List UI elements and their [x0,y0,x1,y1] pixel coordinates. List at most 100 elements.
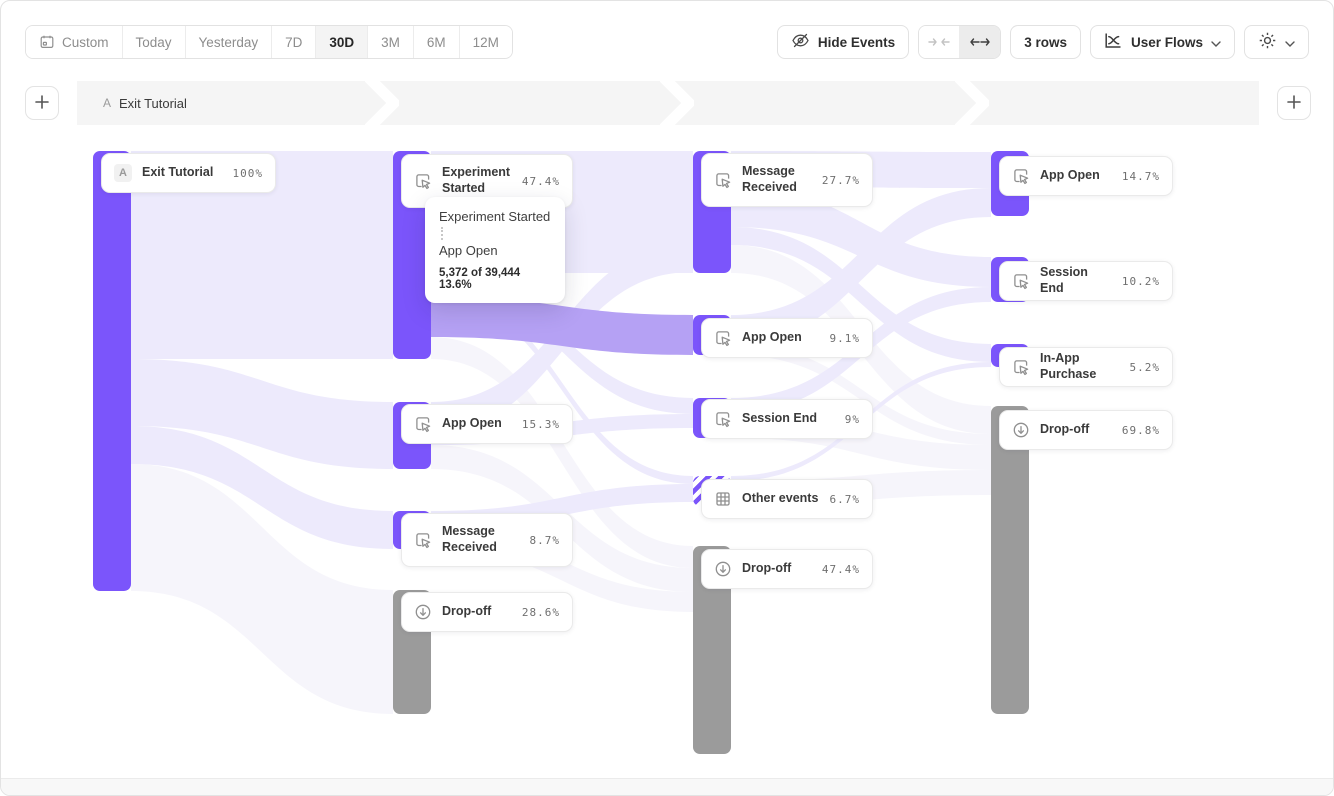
flow-tooltip: Experiment Started App Open 5,372 of 39,… [425,197,565,303]
date-range-yesterday[interactable]: Yesterday [185,26,273,58]
date-range-label: 12M [472,34,499,50]
node-percentage: 69.8% [1121,423,1160,437]
step-4-in-app-purchase-card[interactable]: In-App Purchase 5.2% [999,347,1173,387]
ribbon-experiment-started-to-other-events[interactable] [431,289,693,484]
step-4-session-end-card[interactable]: Session End 10.2% [999,261,1173,301]
node-label: Session End [742,411,818,426]
node-percentage: 47.4% [521,174,560,188]
add-step-right-button[interactable] [1277,86,1311,120]
date-range-label: Custom [62,34,109,50]
drop-off-icon [414,603,432,621]
cursor-click-icon [714,171,732,189]
gear-icon [1258,31,1277,53]
step-3-message-received-card[interactable]: Message Received 27.7% [701,153,873,207]
date-range-12m[interactable]: 12M [459,26,512,58]
ribbon-exit-tutorial-to-drop-off-step-2[interactable] [131,464,393,714]
cursor-click-icon [714,410,732,428]
ribbon-app-open-step-3-to-drop-off-step-4[interactable] [731,344,991,445]
date-range-7d[interactable]: 7D [272,26,317,58]
step-header-row: A Exit Tutorial [1,81,1333,125]
step-event-name: Exit Tutorial [119,95,187,111]
hide-events-button[interactable]: Hide Events [776,25,910,59]
cursor-click-icon [1012,272,1030,290]
date-range-label: 30D [329,34,355,50]
ribbon-exit-tutorial-to-experiment-started[interactable] [131,151,393,359]
step-2-message-received-card[interactable]: Message Received 8.7% [401,513,573,567]
date-range-today[interactable]: Today [122,26,186,58]
step-1-exit-tutorial-bar[interactable] [93,151,131,591]
step-4-drop-off-card[interactable]: Drop-off 69.8% [999,410,1173,450]
cursor-click-icon [414,531,432,549]
collapse-arrows-icon[interactable] [919,26,961,58]
node-label: App Open [1040,168,1100,183]
view-type-label: User Flows [1130,34,1203,50]
calendar-icon [39,34,55,50]
ribbon-exit-tutorial-to-message-received-step-2[interactable] [131,426,393,549]
step-separator-chevron [955,81,989,125]
step-1-exit-tutorial-card[interactable]: A Exit Tutorial 100% [101,153,276,193]
rows-button[interactable]: 3 rows [1010,25,1081,59]
node-percentage: 8.7% [529,533,560,547]
node-percentage: 10.2% [1121,274,1160,288]
node-percentage: 15.3% [521,417,560,431]
ribbon-message-received-step-3-to-in-app-purchase[interactable] [731,227,991,362]
node-label: Drop-off [442,604,492,619]
ribbon-app-open-step-3-to-app-open-step-4[interactable] [731,188,991,344]
step-3-app-open-card[interactable]: App Open 9.1% [701,318,873,358]
chevron-down-icon [1285,35,1295,50]
step-separator-chevron [660,81,694,125]
step-band[interactable]: A Exit Tutorial [77,81,1259,125]
date-range-label: Today [135,34,172,50]
hide-events-label: Hide Events [817,34,896,50]
cursor-click-icon [1012,167,1030,185]
add-step-left-button[interactable] [25,86,59,120]
node-label: Message Received [742,164,797,194]
ribbon-exit-tutorial-to-app-open-step-2[interactable] [131,359,393,469]
date-range-custom[interactable]: Custom [26,26,123,58]
toolbar: Custom Today Yesterday 7D 30D 3M 6M 12M Hide Ev… [25,25,1309,59]
rows-label: 3 rows [1024,34,1067,50]
settings-dropdown[interactable] [1244,25,1309,59]
date-range-3m[interactable]: 3M [368,26,414,58]
drop-off-icon [1012,421,1030,439]
step-2-drop-off-card[interactable]: Drop-off 28.6% [401,592,573,632]
ribbon-message-received-step-3-to-session-end-step-4[interactable] [731,187,991,287]
view-type-dropdown[interactable]: User Flows [1089,25,1235,59]
node-percentage: 9% [844,412,860,426]
node-label: Exit Tutorial [142,165,214,180]
series-badge: A [114,164,132,182]
step-2-app-open-card[interactable]: App Open 15.3% [401,404,573,444]
node-percentage: 28.6% [521,605,560,619]
date-range-label: Yesterday [198,34,259,50]
date-range-group: Custom Today Yesterday 7D 30D 3M 6M 12M [25,25,513,59]
plus-icon [1287,94,1301,112]
tooltip-stat: 5,372 of 39,444 13.6% [439,267,521,291]
date-range-30d[interactable]: 30D [316,26,369,58]
node-percentage: 47.4% [821,562,860,576]
node-percentage: 5.2% [1129,360,1160,374]
step-4-drop-off-bar[interactable] [991,406,1029,714]
node-label: Drop-off [742,561,792,576]
node-percentage: 14.7% [1121,169,1160,183]
node-percentage: 9.1% [829,331,860,345]
node-label: App Open [742,330,802,345]
tooltip-connector [441,227,443,240]
node-label: Message Received [442,524,497,554]
expand-arrows-icon[interactable] [960,26,1001,58]
ribbon-experiment-started-to-drop-off-step-3[interactable] [431,337,693,568]
eye-off-icon [791,31,810,53]
step-1-label: A Exit Tutorial [103,81,187,125]
step-4-app-open-card[interactable]: App Open 14.7% [999,156,1173,196]
spacing-toggle [918,25,1002,59]
step-3-drop-off-card[interactable]: Drop-off 47.4% [701,549,873,589]
series-badge: A [103,96,112,110]
date-range-6m[interactable]: 6M [413,26,460,58]
node-percentage: 6.7% [829,492,860,506]
step-3-other-events-card[interactable]: Other events 6.7% [701,479,873,519]
bottom-scroll-track[interactable] [1,778,1333,795]
node-percentage: 100% [232,166,263,180]
step-3-session-end-card[interactable]: Session End 9% [701,399,873,439]
tooltip-source: Experiment Started [439,209,551,224]
ribbon-experiment-started-to-app-open-step-3[interactable] [431,297,693,355]
